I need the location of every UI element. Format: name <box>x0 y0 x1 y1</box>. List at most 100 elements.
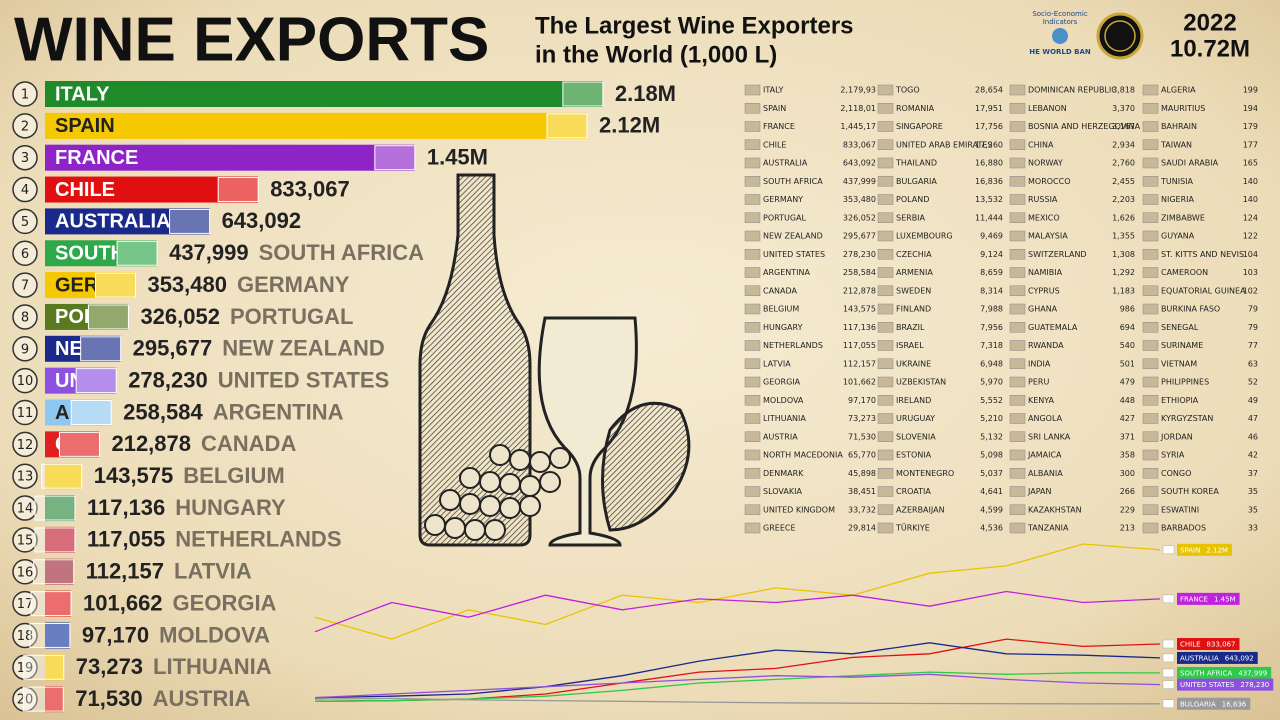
bar-label-clip: ARGENTINA <box>55 402 71 424</box>
table-flag <box>744 249 761 260</box>
bar-label: ITALY <box>55 83 110 105</box>
legend-label: BULGARIA <box>1180 700 1216 708</box>
country-name: PHILIPPINES <box>1161 378 1209 387</box>
country-name: SOUTH KOREA <box>1161 487 1219 496</box>
country-name: CYPRUS <box>1028 286 1060 295</box>
bar-label-clip: UNITED STATES <box>55 370 76 392</box>
end-flag <box>1162 680 1175 689</box>
bar-label-clip: CHILE <box>55 179 115 201</box>
table-flag <box>1009 431 1026 442</box>
flag <box>374 145 416 171</box>
bar <box>45 367 117 394</box>
country-name: MOLDOVA <box>763 396 804 405</box>
table-flag <box>744 176 761 187</box>
table-flag <box>744 157 761 169</box>
country-name: GUYANA <box>1161 232 1195 241</box>
country-value: 5,098 <box>980 451 1003 460</box>
flag <box>58 431 100 457</box>
country-value: 35 <box>1248 505 1258 514</box>
rank-label: 20 <box>17 693 34 708</box>
country-value: 353,480 <box>843 195 876 204</box>
country-value: 1,445,17 <box>840 122 876 131</box>
country-value: 104 <box>1243 250 1258 259</box>
country-value: 45,898 <box>848 469 876 478</box>
end-flag <box>1162 699 1175 709</box>
table-flag <box>744 84 761 96</box>
country-value: 46 <box>1248 432 1258 441</box>
end-label-box <box>1177 666 1272 679</box>
country-value: 694 <box>1120 323 1135 332</box>
table-flag <box>1009 395 1026 406</box>
country-name: TÜRKIYE <box>895 523 930 533</box>
table-flag <box>1009 303 1026 315</box>
rank-badge <box>12 367 38 394</box>
logo-text: Indicators <box>1043 18 1078 26</box>
bar-name: ARGENTINA <box>213 399 344 424</box>
rank-label: 8 <box>21 310 29 325</box>
table-flag <box>1142 486 1159 497</box>
country-value: 437,999 <box>843 177 876 186</box>
table-flag <box>744 194 761 205</box>
country-value: 16,836 <box>975 177 1003 186</box>
country-value: 101,662 <box>843 378 876 387</box>
table-flag <box>1142 212 1159 223</box>
country-value: 143,575 <box>843 305 876 314</box>
country-name: IRELAND <box>896 396 931 405</box>
country-name: TANZANIA <box>1027 524 1069 533</box>
table-flag <box>877 395 894 406</box>
bar <box>45 686 64 713</box>
rank-label: 6 <box>21 247 29 262</box>
bar <box>45 144 415 171</box>
table-flag <box>1009 413 1026 424</box>
table-flag <box>1142 267 1159 278</box>
country-name: DENMARK <box>763 469 804 478</box>
bar <box>45 272 136 299</box>
table-flag <box>1009 449 1026 461</box>
country-name: AUSTRIA <box>763 432 798 441</box>
country-value: 2,203 <box>1112 195 1135 204</box>
bar-name: LITHUANIA <box>153 654 272 679</box>
bar-name: CANADA <box>201 431 296 456</box>
table-flag <box>744 267 761 278</box>
value-label: 117,136 <box>87 495 165 520</box>
country-value: 17,951 <box>975 104 1003 113</box>
rank-label: 10 <box>17 374 34 389</box>
table-flag <box>877 194 894 205</box>
bar <box>45 335 121 362</box>
table-flag <box>744 103 761 114</box>
end-flag <box>1162 668 1175 678</box>
rank-badge <box>12 208 38 235</box>
table-flag <box>1009 358 1026 369</box>
table-flag <box>1142 395 1159 406</box>
logo-text: Socio-Economic <box>1032 10 1087 18</box>
table-flag <box>744 522 761 534</box>
table-flag <box>1009 194 1026 205</box>
table-flag <box>1009 486 1026 497</box>
flag <box>34 495 76 521</box>
rank-label: 13 <box>17 470 34 485</box>
rank-label: 4 <box>21 183 29 198</box>
country-name: NAMIBIA <box>1028 268 1063 277</box>
country-value: 479 <box>1120 378 1135 387</box>
flag <box>116 240 158 266</box>
bar-label: GERMANY <box>55 274 158 296</box>
country-value: 13,532 <box>975 195 1003 204</box>
country-name: UKRAINE <box>896 359 931 368</box>
country-name: LEBANON <box>1028 104 1067 113</box>
rank-label: 16 <box>17 565 34 580</box>
bar-label-clip: PORTUGAL <box>55 306 88 328</box>
flag <box>29 622 71 648</box>
country-value: 28,654 <box>975 86 1003 95</box>
rank-badge <box>12 495 38 521</box>
table-flag <box>1142 522 1159 534</box>
series-line <box>314 673 1161 699</box>
country-value: 6,948 <box>980 359 1003 368</box>
country-name: ARMENIA <box>896 268 933 277</box>
rank-label: 17 <box>17 597 34 612</box>
bar-name: AUSTRIA <box>153 686 251 711</box>
end-label-box <box>1177 543 1232 556</box>
country-name: SAUDI ARABIA <box>1161 159 1219 168</box>
country-name: AZERBAIJAN <box>896 505 945 514</box>
country-name: SLOVAKIA <box>763 487 802 496</box>
country-value: 103 <box>1243 268 1258 277</box>
